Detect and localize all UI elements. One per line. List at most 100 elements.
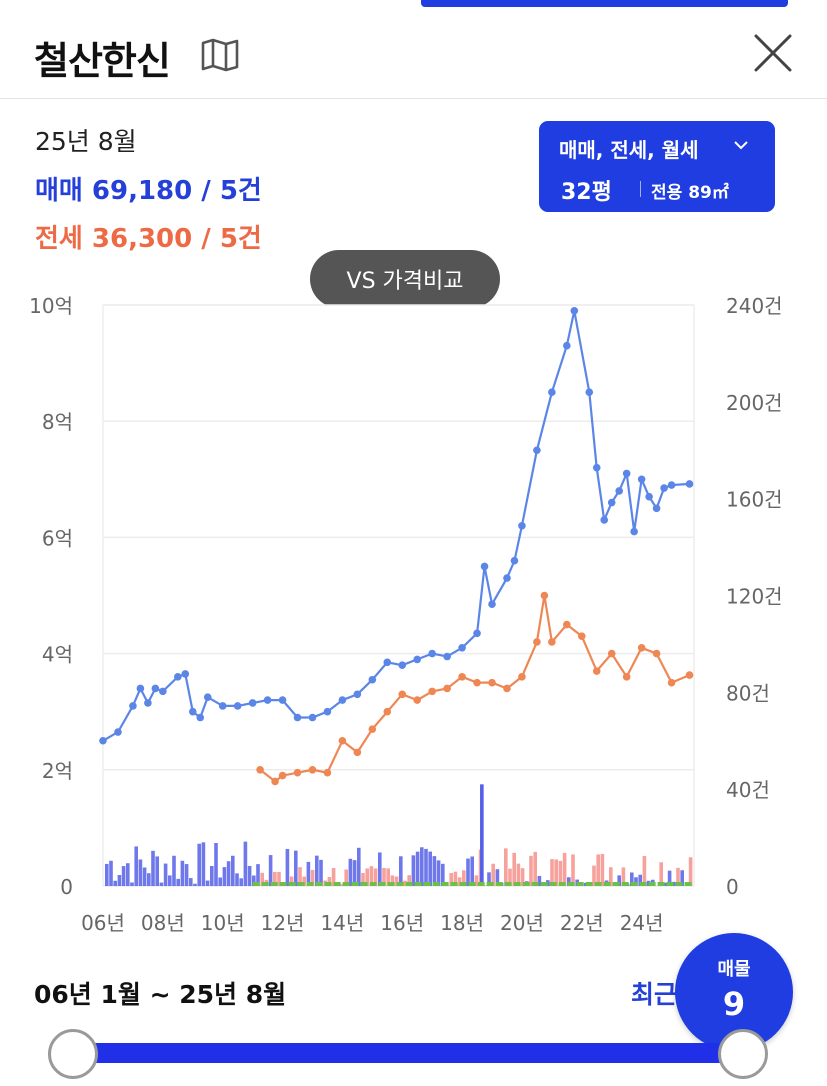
volume-bar [163,863,168,886]
volume-bar [352,860,357,886]
recent-link[interactable]: 최근 [631,980,678,1009]
jeonse-point [383,707,392,716]
rent-volume-bar [441,882,449,886]
volume-bar [399,856,403,886]
rent-volume-bar [657,882,665,886]
sale-point [607,498,616,507]
jeonse-point [607,649,616,658]
sale-point [144,699,152,707]
jeonse-point [685,671,694,679]
volume-bar [172,855,176,886]
jeonse-point [368,725,377,733]
rent-volume-bar [333,882,341,886]
jeonse-point [540,591,549,600]
sale-line [102,310,690,742]
volume-bar [130,882,134,886]
sale-point [563,341,571,350]
volume-bar [294,850,298,886]
x-tick-label: 22년 [560,911,604,935]
volume-bar [550,859,554,886]
volume-bar [415,851,420,886]
volume-bar [424,848,428,886]
slider-end-handle[interactable] [718,1029,768,1079]
rent-volume-bar [450,882,458,886]
volume-bar [529,855,533,886]
volume-bar [659,862,663,886]
rent-volume-bar [261,882,269,886]
volume-bar [407,875,411,886]
rent-volume-bar [648,882,656,886]
x-tick-label: 08년 [141,911,185,935]
volume-bar [491,863,495,886]
listing-count: 9 [722,985,746,1023]
volume-bar [680,870,684,886]
volume-bar [411,855,416,886]
volume-bar [113,880,117,886]
sale-point [473,629,481,638]
trade-filter-button[interactable]: 매매, 전세, 월세 32평 전용 89㎡ [539,121,775,212]
rent-volume-bar [495,882,503,886]
close-icon[interactable] [750,30,796,76]
rent-volume-bar [351,882,359,886]
sale-point [278,696,287,704]
y-left-tick-label: 8억 [42,410,73,434]
sale-point [174,673,182,681]
volume-bar [239,878,243,886]
jeonse-point [548,638,556,646]
rent-volume-bar [639,882,647,886]
header: 철산한신 [0,0,827,99]
volume-bar [373,868,378,886]
jeonse-point [271,777,279,786]
rent-volume-bar [486,882,494,886]
volume-bar [155,856,159,886]
jeonse-point [443,684,451,693]
sale-point [548,388,556,396]
volume-bar [667,870,672,886]
vs-compare-button[interactable]: VS 가격비교 [310,250,500,308]
rent-volume-bar [504,882,512,886]
volume-bar [583,882,588,886]
volume-bar [441,863,445,886]
volume-bar [260,872,264,886]
y-right-tick-label: 0 [726,875,739,899]
sale-point [570,307,579,315]
volume-bar [386,868,390,886]
volume-bar [159,882,164,886]
divider [640,181,641,197]
sale-point [129,702,137,710]
jeonse-point [563,620,571,629]
sale-point [181,670,190,678]
volume-bar [180,860,185,886]
jeonse-point [278,771,287,780]
volume-bar [365,868,369,886]
x-tick-label: 14년 [320,911,364,935]
y-right-tick-label: 40건 [726,778,770,802]
volume-bar [571,854,575,886]
jeonse-point [533,638,541,646]
volume-bar [277,871,281,886]
volume-bar [403,880,407,886]
date-range-slider[interactable] [73,1043,743,1063]
y-left-tick-label: 6억 [42,526,73,550]
volume-bar [453,871,458,886]
jeonse-point [353,748,362,757]
rent-volume-bar [621,882,629,886]
volume-bar [289,876,294,886]
volume-bar [420,847,424,886]
volume-bar [319,859,323,886]
rent-volume-bar [279,882,287,886]
volume-bar [630,872,634,886]
volume-bar [344,869,348,886]
sale-point [428,649,436,658]
map-icon[interactable] [200,38,240,72]
volume-bar [436,860,441,886]
volume-bar [382,867,386,886]
volume-bar [184,864,189,886]
slider-start-handle[interactable] [48,1029,98,1079]
y-right-tick-label: 240건 [726,294,783,318]
volume-bar [457,877,462,886]
volume-bar [109,860,113,886]
volume-bar [273,871,277,886]
jeonse-point [592,667,601,675]
sale-point [99,736,107,745]
